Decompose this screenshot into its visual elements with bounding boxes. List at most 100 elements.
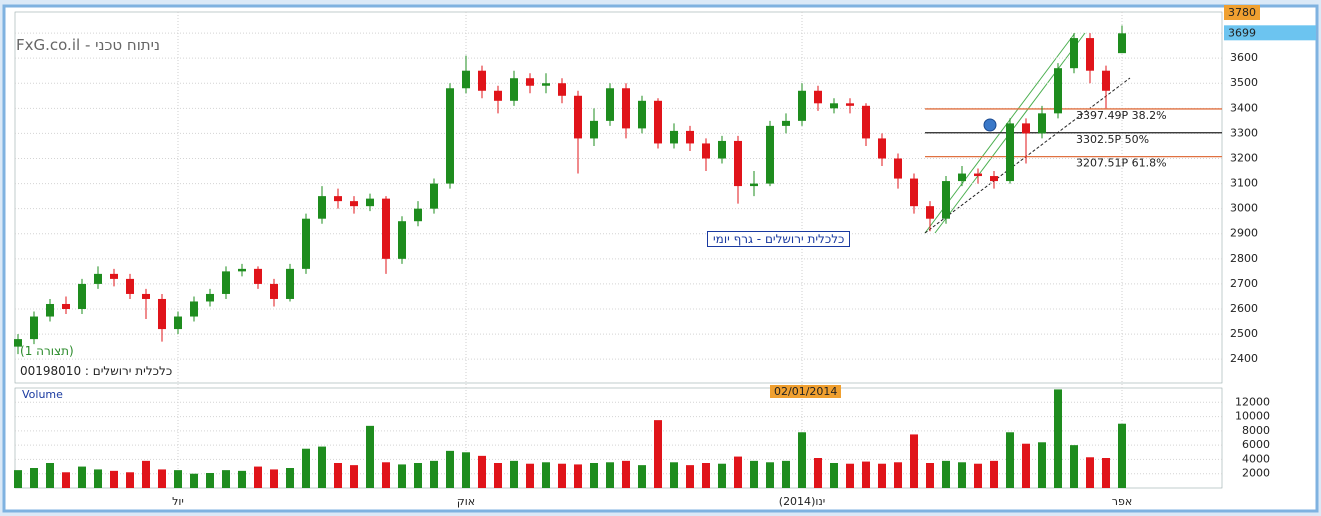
volume-bar xyxy=(606,462,614,488)
candle-body xyxy=(174,316,182,330)
candle-body xyxy=(478,70,486,91)
volume-bar xyxy=(142,460,150,488)
crosshair-date: 02/01/2014 xyxy=(770,385,842,398)
volume-bar xyxy=(814,458,822,488)
y-tick-label: 2900 xyxy=(1230,227,1258,240)
volume-bar xyxy=(990,460,998,488)
fib-label: 3397.49P 38.2% xyxy=(1076,109,1167,122)
volume-bar xyxy=(14,470,22,488)
candle-body xyxy=(350,201,358,207)
candle-body xyxy=(1054,68,1062,114)
volume-bar xyxy=(46,463,54,488)
price-marker xyxy=(1224,25,1316,41)
candle-body xyxy=(62,303,70,310)
volume-bar xyxy=(798,432,806,488)
y-tick-label: 10000 xyxy=(1235,410,1270,423)
volume-bar xyxy=(1054,389,1062,488)
candle-body xyxy=(158,298,166,330)
candle-body xyxy=(286,268,294,299)
x-tick-label: יול xyxy=(172,495,184,508)
candle-body xyxy=(366,198,374,207)
volume-bar xyxy=(446,450,454,488)
price-marker-label: 3780 xyxy=(1228,6,1256,19)
candle-body xyxy=(894,158,902,179)
candle-body xyxy=(622,88,630,129)
volume-bar xyxy=(190,473,198,488)
volume-bar xyxy=(1102,458,1110,488)
candle-body xyxy=(670,130,678,144)
candle-body xyxy=(1070,38,1078,69)
volume-bar xyxy=(494,463,502,488)
candle-body xyxy=(318,196,326,219)
volume-bar xyxy=(398,464,406,488)
candle-body xyxy=(702,143,710,159)
candle-body xyxy=(590,120,598,139)
y-tick-label: 3300 xyxy=(1230,126,1258,139)
volume-bar xyxy=(654,420,662,488)
volume-bar xyxy=(110,470,118,488)
candle-body xyxy=(270,283,278,299)
volume-bar xyxy=(702,463,710,488)
y-tick-label: 2400 xyxy=(1230,352,1258,365)
candle-body xyxy=(94,273,102,284)
volume-bar xyxy=(1070,445,1078,488)
candle-body xyxy=(238,268,246,272)
volume-bar xyxy=(894,462,902,488)
volume-bar xyxy=(766,462,774,488)
volume-bar xyxy=(686,465,694,488)
y-tick-label: 3100 xyxy=(1230,177,1258,190)
watermark: ניתוח טכני - FxG.co.il xyxy=(16,36,161,54)
volume-bar xyxy=(302,448,310,488)
volume-bar xyxy=(526,463,534,488)
candle-body xyxy=(766,125,774,184)
candle-body xyxy=(462,70,470,89)
candle-body xyxy=(654,100,662,144)
volume-bar xyxy=(270,469,278,488)
volume-bar xyxy=(158,469,166,488)
volume-bar xyxy=(670,462,678,488)
volume-bar xyxy=(206,473,214,488)
price-pane xyxy=(14,11,1223,384)
candle-body xyxy=(14,339,22,347)
candle-body xyxy=(206,293,214,302)
volume-bar xyxy=(78,466,86,488)
volume-bar xyxy=(510,460,518,488)
candle-body xyxy=(126,278,134,294)
x-tick-label: ינו(2014) xyxy=(779,495,825,508)
candle-body xyxy=(814,90,822,104)
volume-bar xyxy=(638,465,646,488)
volume-pane xyxy=(14,387,1223,489)
candle-body xyxy=(446,88,454,184)
volume-bar xyxy=(574,464,582,488)
volume-bar xyxy=(430,460,438,488)
volume-bar xyxy=(174,470,182,488)
candle-body xyxy=(1038,113,1046,134)
candle-body xyxy=(910,178,918,207)
candle-body xyxy=(222,271,230,294)
y-tick-label: 6000 xyxy=(1242,438,1270,451)
volume-bar xyxy=(542,462,550,488)
candle-body xyxy=(430,183,438,209)
candle-body xyxy=(334,196,342,202)
candle-body xyxy=(830,103,838,109)
candle-body xyxy=(1102,70,1110,91)
volume-bar xyxy=(222,470,230,488)
volume-bar xyxy=(318,446,326,488)
volume-bar xyxy=(350,465,358,488)
x-tick-label: אפר xyxy=(1112,495,1132,508)
volume-title: Volume xyxy=(22,388,63,401)
y-tick-label: 2000 xyxy=(1242,467,1270,480)
candle-body xyxy=(254,268,262,284)
candle-body xyxy=(878,138,886,159)
candle-body xyxy=(542,83,550,86)
marker-icon xyxy=(983,118,997,132)
volume-bar xyxy=(878,463,886,488)
trend-line xyxy=(924,77,1131,234)
volume-bar xyxy=(462,452,470,488)
candle-body xyxy=(142,293,150,299)
candle-body xyxy=(110,273,118,279)
volume-bar xyxy=(558,463,566,488)
volume-bar xyxy=(590,463,598,488)
volume-bar xyxy=(910,434,918,488)
